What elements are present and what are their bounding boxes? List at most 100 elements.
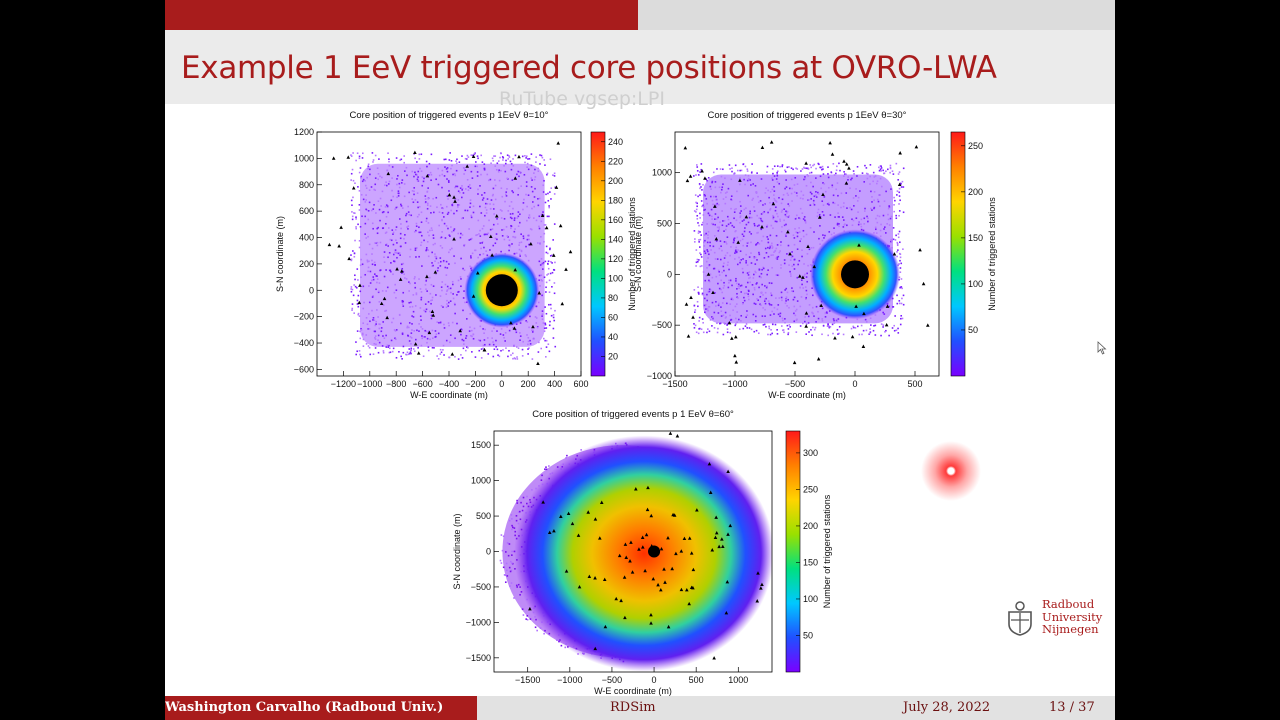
core-position-plot-3: Core position of triggered events p 1 Ee…	[452, 409, 832, 696]
x-tick-label: 500	[689, 675, 704, 685]
x-tick-label: −600	[412, 379, 432, 389]
logo-line-2: University	[1042, 609, 1103, 624]
slide: Example 1 EeV triggered core positions a…	[165, 0, 1115, 720]
y-tick-label: −500	[652, 320, 672, 330]
x-tick-label: −400	[439, 379, 459, 389]
colorbar-tick-label: 20	[608, 351, 618, 361]
y-tick-label: 200	[299, 259, 314, 269]
y-tick-label: −1000	[466, 617, 491, 627]
core-position-plot-1: Core position of triggered events p 1EeV…	[275, 110, 637, 400]
x-tick-label: −1000	[557, 675, 582, 685]
laser-pointer-dot	[921, 441, 981, 501]
mouse-cursor-icon	[1097, 341, 1107, 355]
x-tick-label: 500	[907, 379, 922, 389]
footer-date: July 28, 2022	[903, 700, 991, 715]
radboud-logo: Radboud University Nijmegen	[1003, 596, 1113, 640]
y-tick-label: −1500	[466, 653, 491, 663]
footer-page-number: 13 / 37	[1049, 700, 1095, 715]
colorbar-tick-label: 300	[803, 448, 818, 458]
y-tick-label: 1000	[652, 168, 672, 178]
y-tick-label: 0	[486, 547, 491, 557]
y-axis-label: S-N coordinate (m)	[452, 513, 462, 589]
y-tick-label: 0	[309, 285, 314, 295]
station-markers	[327, 141, 573, 365]
x-tick-label: −500	[602, 675, 622, 685]
y-tick-label: 1000	[471, 476, 491, 486]
colorbar-tick-label: 220	[608, 156, 623, 166]
plot-theta-30: Core position of triggered events p 1EeV…	[633, 100, 1005, 400]
colorbar	[950, 131, 966, 377]
plot-frame	[674, 131, 940, 377]
colorbar-tick-label: 140	[608, 234, 623, 244]
colorbar-tick-label: 150	[803, 557, 818, 567]
colorbar-tick-label: 250	[803, 484, 818, 494]
colorbar-label: Number of triggered stations	[822, 494, 832, 608]
y-tick-label: −1000	[647, 371, 672, 381]
x-tick-label: 1000	[728, 675, 748, 685]
colorbar-tick-label: 240	[608, 137, 623, 147]
y-tick-label: 0	[667, 269, 672, 279]
footer-author: Washington Carvalho (Radboud Univ.)	[165, 700, 444, 715]
y-axis-label: S-N coordinate (m)	[275, 216, 285, 292]
plot-theta-10: Core position of triggered events p 1EeV…	[275, 100, 645, 400]
colorbar-tick-label: 120	[608, 254, 623, 264]
y-axis-label: S-N coordinate (m)	[633, 216, 643, 292]
x-tick-label: −1200	[331, 379, 356, 389]
colorbar-tick-label: 40	[608, 332, 618, 342]
slide-title: Example 1 EeV triggered core positions a…	[181, 50, 997, 86]
x-tick-label: −800	[386, 379, 406, 389]
saturated-core	[485, 274, 518, 307]
colorbar-tick-label: 60	[608, 312, 618, 322]
colorbar-tick-label: 250	[968, 141, 983, 151]
header-bar-gray	[638, 0, 1115, 30]
video-watermark: RuTube vgsep:LPI	[499, 88, 665, 110]
colorbar-tick-label: 100	[803, 594, 818, 604]
plot-title: Core position of triggered events p 1 Ee…	[532, 409, 734, 420]
colorbar-tick-label: 50	[803, 630, 813, 640]
radboud-crest-icon	[1008, 601, 1032, 636]
colorbar	[590, 131, 606, 377]
header-bar-red	[165, 0, 638, 30]
colorbar-label: Number of triggered stations	[627, 197, 637, 311]
y-tick-label: −400	[294, 338, 314, 348]
x-tick-label: 0	[499, 379, 504, 389]
station-markers	[683, 140, 930, 365]
y-tick-label: 500	[476, 511, 491, 521]
saturated-core	[648, 545, 661, 558]
colorbar-tick-label: 200	[803, 521, 818, 531]
y-tick-label: −200	[294, 312, 314, 322]
x-axis-label: W-E coordinate (m)	[594, 686, 672, 696]
footer-short-title: RDSim	[610, 700, 656, 715]
colorbar-tick-label: 80	[608, 293, 618, 303]
x-tick-label: 0	[652, 675, 657, 685]
core-position-plot-2: Core position of triggered events p 1EeV…	[633, 110, 997, 400]
colorbar-label: Number of triggered stations	[987, 197, 997, 311]
x-tick-label: −500	[785, 379, 805, 389]
plot-title: Core position of triggered events p 1EeV…	[350, 110, 549, 121]
x-axis-label: W-E coordinate (m)	[410, 390, 488, 400]
event-cloud	[350, 152, 557, 360]
colorbar-tick-label: 200	[968, 187, 983, 197]
plot-title: Core position of triggered events p 1EeV…	[708, 110, 907, 121]
logo-line-1: Radboud	[1042, 597, 1095, 611]
x-tick-label: −1000	[357, 379, 382, 389]
plot-theta-60: Core position of triggered events p 1 Ee…	[450, 405, 832, 705]
colorbar-tick-label: 100	[608, 273, 623, 283]
x-tick-label: −1500	[515, 675, 540, 685]
y-tick-label: 1500	[471, 440, 491, 450]
x-tick-label: 200	[521, 379, 536, 389]
y-tick-label: 800	[299, 180, 314, 190]
footer-bar-red	[165, 696, 477, 720]
x-tick-label: 0	[852, 379, 857, 389]
footer-bar-gray	[477, 696, 1115, 720]
station-markers	[528, 431, 764, 660]
y-tick-label: 400	[299, 233, 314, 243]
logo-line-3: Nijmegen	[1042, 622, 1099, 636]
colorbar-tick-label: 50	[968, 325, 978, 335]
colorbar-tick-label: 180	[608, 195, 623, 205]
colorbar	[785, 430, 801, 673]
x-tick-label: 600	[573, 379, 588, 389]
colorbar-tick-label: 100	[968, 279, 983, 289]
y-tick-label: −500	[471, 582, 491, 592]
colorbar-tick-label: 150	[968, 233, 983, 243]
